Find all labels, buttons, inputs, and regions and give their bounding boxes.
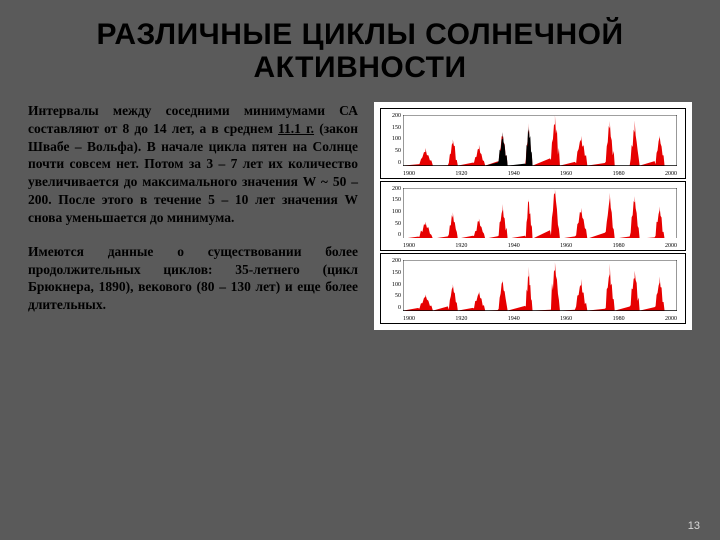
plot-area-1 [403, 115, 677, 166]
chart-panel-3: 200150100500 190019201940196019802000 [380, 253, 686, 324]
p1-suffix: (закон Швабе – Вольфа). В начале цикла п… [28, 121, 358, 225]
y-axis-3: 200150100500 [383, 258, 401, 311]
chart-column: 200150100500 190019201940196019802000 20… [374, 102, 692, 330]
x-axis-1: 190019201940196019802000 [403, 171, 677, 177]
chart-panel-1: 200150100500 190019201940196019802000 [380, 108, 686, 179]
page-number: 13 [688, 520, 700, 532]
y-axis-2: 200150100500 [383, 186, 401, 239]
slide-title: РАЗЛИЧНЫЕ ЦИКЛЫ СОЛНЕЧНОЙ АКТИВНОСТИ [28, 18, 692, 84]
plot-area-3 [403, 260, 677, 311]
paragraph-1: Интервалы между соседними минимумами СА … [28, 102, 358, 227]
text-column: Интервалы между соседними минимумами СА … [28, 102, 358, 330]
p1-underline: 11.1 г. [278, 121, 314, 136]
paragraph-2: Имеются данные о существовании более про… [28, 243, 358, 314]
x-axis-3: 190019201940196019802000 [403, 316, 677, 322]
plot-area-2 [403, 188, 677, 239]
content-row: Интервалы между соседними минимумами СА … [28, 102, 692, 330]
x-axis-2: 190019201940196019802000 [403, 243, 677, 249]
y-axis-1: 200150100500 [383, 113, 401, 166]
chart-panel-2: 200150100500 190019201940196019802000 [380, 181, 686, 252]
